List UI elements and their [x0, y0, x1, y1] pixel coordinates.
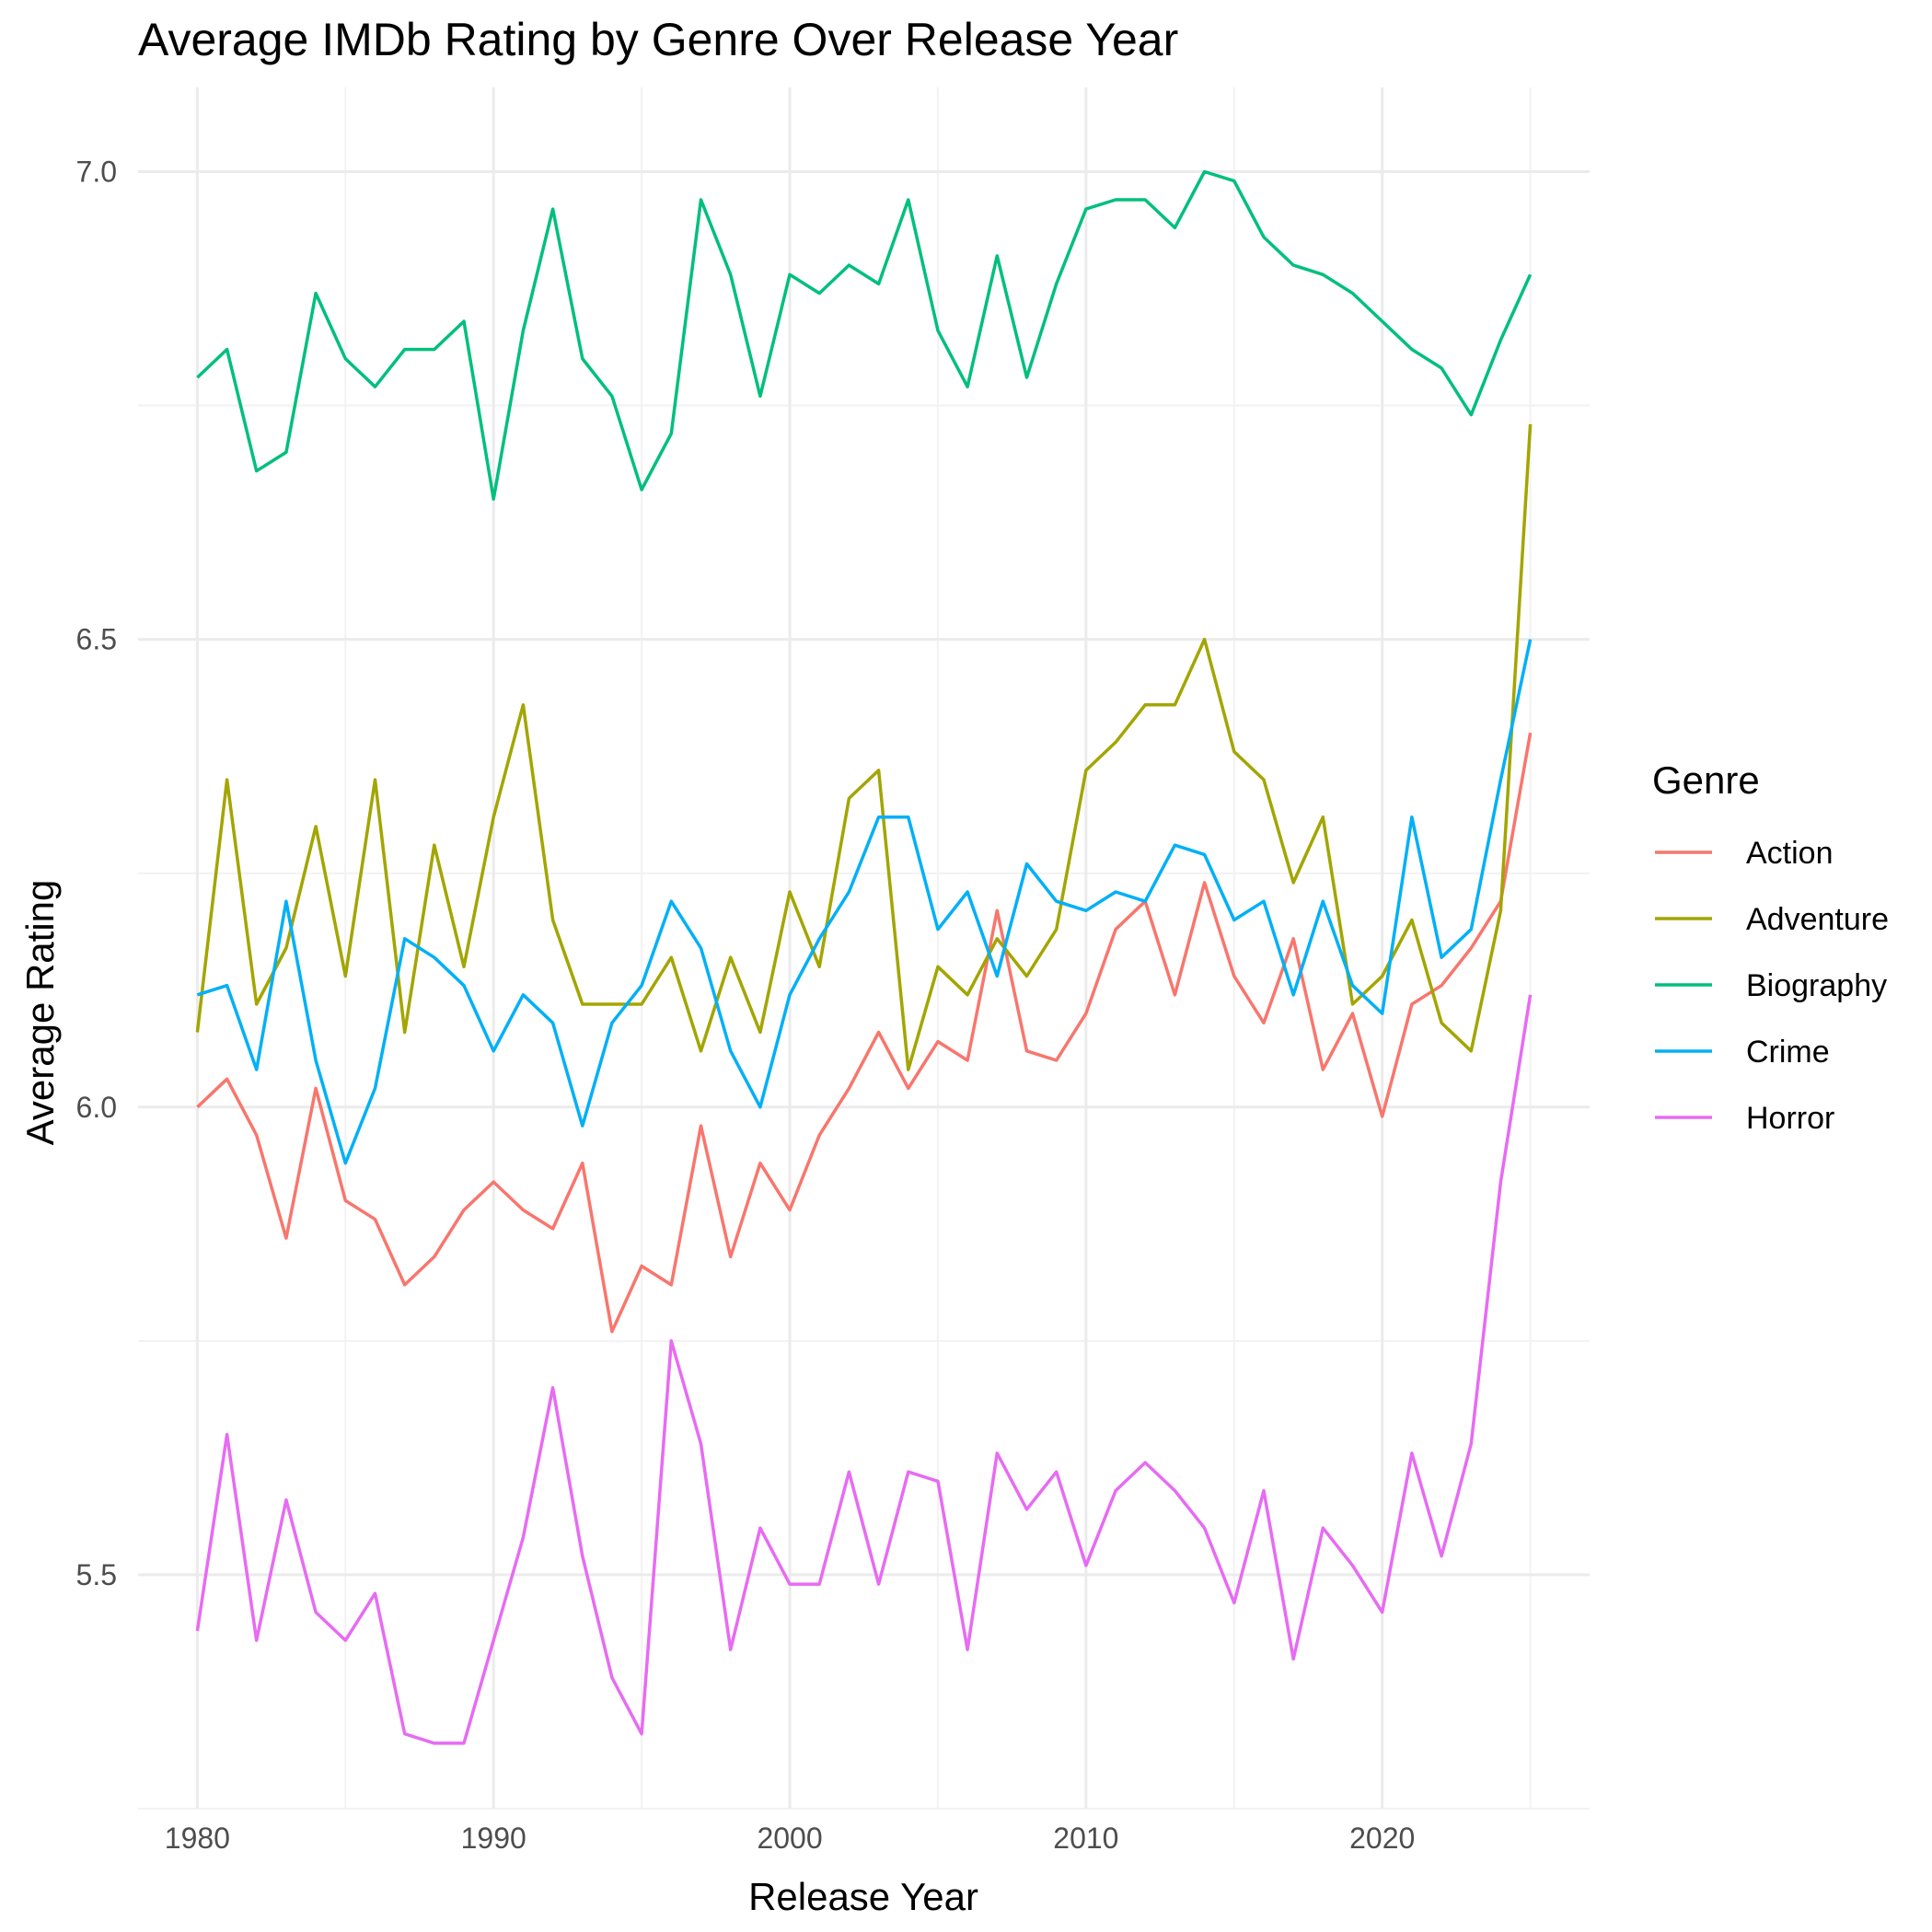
x-tick-label: 1980 [165, 1822, 230, 1855]
x-tick-label: 1990 [461, 1822, 526, 1855]
y-tick-label: 6.0 [76, 1091, 117, 1124]
series-line-biography [196, 169, 1533, 501]
x-tick-label: 2000 [757, 1822, 822, 1855]
series-line-crime [196, 639, 1533, 1165]
legend-title: Genre [1652, 758, 1760, 802]
legend-label-crime: Crime [1746, 1035, 1830, 1070]
legend-label-biography: Biography [1746, 968, 1887, 1003]
y-tick-label: 6.5 [76, 623, 117, 656]
grid [138, 87, 1590, 1810]
x-axis-ticks: 1980 1990 2000 2010 2020 [165, 1822, 1416, 1855]
legend-items: Action Adventure Biography Crime Horror [1655, 836, 1889, 1136]
y-axis-ticks: 5.5 6.0 6.5 7.0 [76, 155, 117, 1591]
series-line-horror [195, 994, 1533, 1745]
series-line-action [196, 732, 1533, 1334]
series-lines [195, 169, 1533, 1745]
legend-label-action: Action [1746, 836, 1834, 871]
legend: Genre Action Adventure Biography Crime Horro… [1652, 758, 1889, 1136]
y-tick-label: 5.5 [76, 1558, 117, 1591]
legend-label-horror: Horror [1746, 1101, 1834, 1136]
y-tick-label: 7.0 [76, 155, 117, 188]
x-tick-label: 2010 [1053, 1822, 1118, 1855]
chart-title: Average IMDb Rating by Genre Over Releas… [138, 14, 1178, 65]
x-axis-title: Release Year [748, 1875, 978, 1918]
y-axis-title: Average Rating [18, 880, 62, 1146]
legend-label-adventure: Adventure [1746, 902, 1889, 937]
x-tick-label: 2020 [1349, 1822, 1415, 1855]
series-line-adventure [195, 423, 1533, 1071]
